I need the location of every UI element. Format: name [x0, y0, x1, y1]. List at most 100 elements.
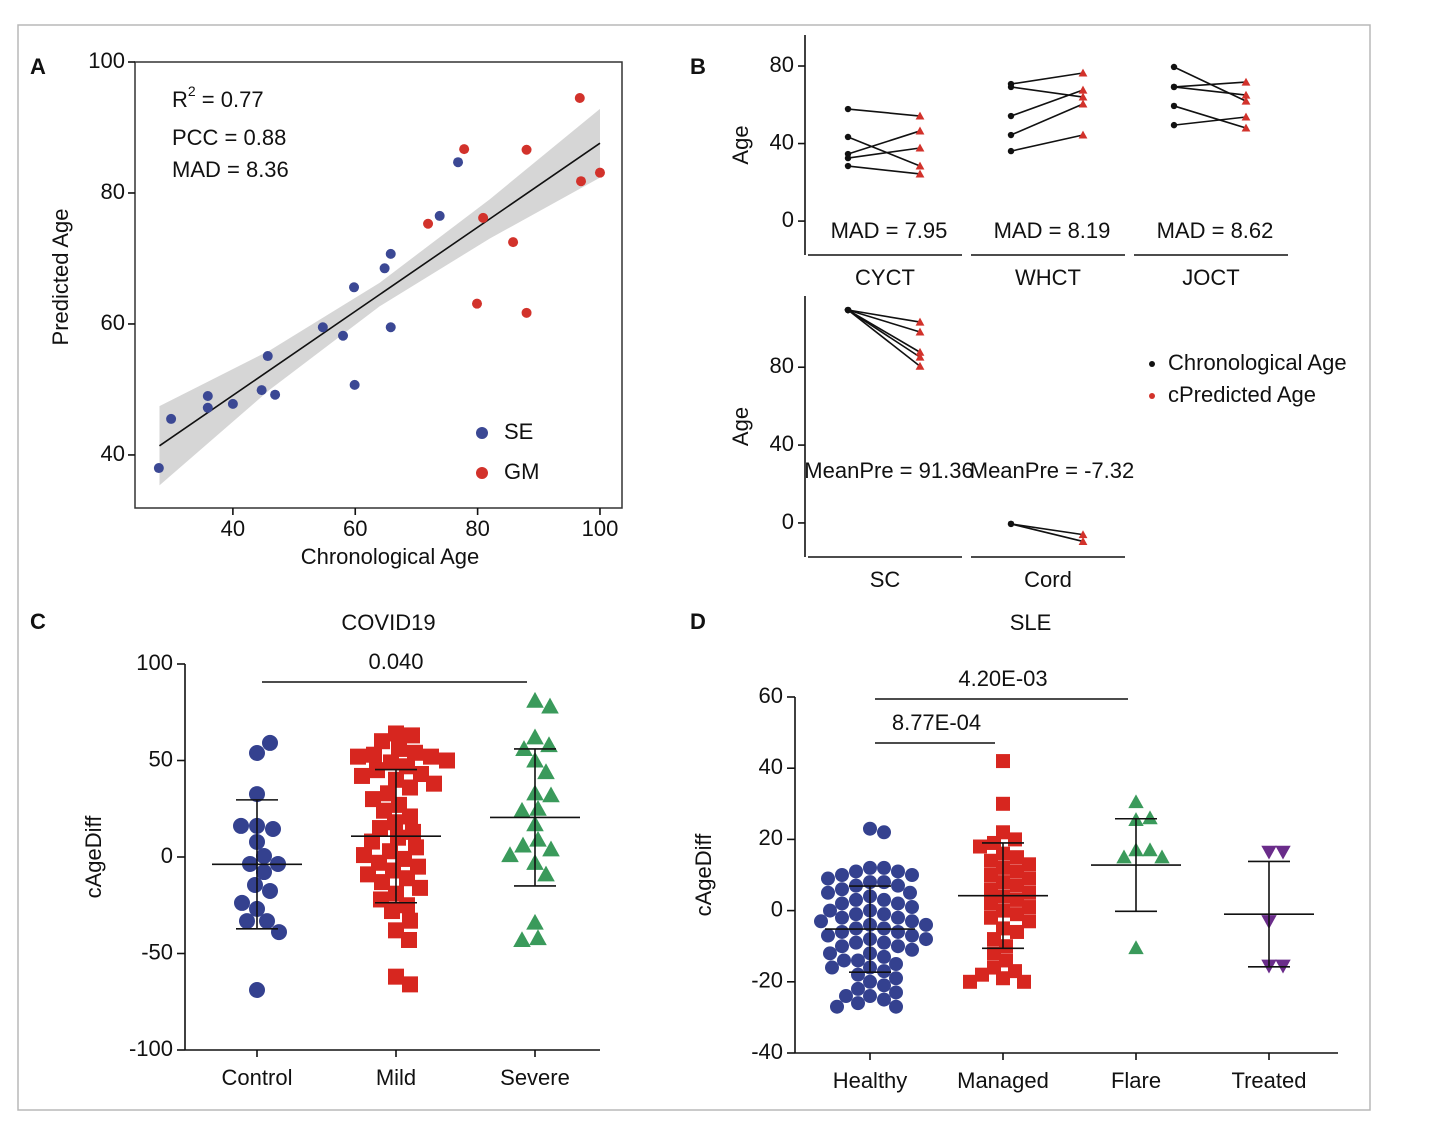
data-point	[877, 935, 891, 950]
data-point	[905, 914, 919, 929]
data-point	[987, 946, 1001, 961]
legend-marker	[1149, 393, 1155, 399]
y-tick-label: 80	[770, 52, 794, 77]
data-point	[374, 733, 390, 750]
data-point	[889, 985, 903, 1000]
facet-annotation: MeanPre = -7.32	[970, 458, 1134, 483]
data-point	[387, 814, 403, 831]
comparison-label: 0.040	[368, 649, 423, 674]
data-point	[851, 953, 865, 968]
data-point	[256, 864, 272, 881]
y-tick-label: 0	[161, 843, 173, 868]
data-point	[1022, 914, 1036, 929]
facet-annotation: MeanPre = 91.36	[804, 458, 973, 483]
data-point	[259, 913, 275, 930]
data-point	[814, 914, 828, 929]
data-point	[529, 799, 547, 816]
legend-label: SE	[504, 419, 533, 444]
data-point	[835, 910, 849, 925]
data-point	[821, 928, 835, 943]
data-point	[256, 848, 272, 865]
data-point	[851, 996, 865, 1011]
y-tick-label: 40	[770, 431, 794, 456]
pair-line	[1010, 103, 1084, 136]
data-point	[984, 910, 998, 925]
data-point	[821, 885, 835, 900]
y-tick-label: -50	[141, 939, 173, 964]
point	[594, 167, 605, 178]
data-point	[366, 746, 382, 763]
pair-line	[847, 147, 921, 159]
data-point	[1010, 864, 1024, 879]
data-point	[825, 960, 839, 975]
data-point	[1008, 832, 1022, 847]
data-point	[837, 953, 851, 968]
data-point	[1128, 794, 1144, 809]
data-point	[996, 796, 1010, 811]
data-point	[1154, 849, 1170, 864]
data-point	[388, 725, 404, 742]
pair-line	[1010, 134, 1084, 152]
predicted-point	[915, 161, 925, 170]
data-point	[891, 864, 905, 879]
y-axis-label: Predicted Age	[48, 209, 73, 346]
data-point	[233, 817, 249, 834]
point	[256, 385, 267, 396]
pair-line	[847, 165, 921, 175]
data-point	[889, 999, 903, 1014]
data-point	[891, 939, 905, 954]
x-tick-label: 100	[582, 516, 619, 541]
facet-annotation: MAD = 8.19	[994, 218, 1111, 243]
data-point	[1010, 924, 1024, 939]
point	[521, 307, 532, 318]
y-tick-label: 40	[101, 441, 125, 466]
annotation-part: R	[172, 87, 188, 112]
point	[270, 389, 281, 400]
point	[385, 248, 396, 259]
point	[478, 212, 489, 223]
legend-marker	[476, 467, 488, 479]
data-point	[877, 949, 891, 964]
data-point	[247, 876, 263, 893]
annotation: PCC = 0.88	[172, 125, 286, 150]
y-tick-label: -20	[751, 968, 783, 993]
x-axis-label: Chronological Age	[301, 544, 480, 569]
fit-line	[159, 142, 601, 447]
point	[202, 391, 213, 402]
data-point	[239, 913, 255, 930]
pair-line	[847, 309, 921, 358]
data-point	[1142, 842, 1158, 857]
x-tick-label: Managed	[957, 1068, 1049, 1093]
data-point	[905, 900, 919, 915]
data-point	[999, 939, 1013, 954]
pair-line	[1010, 89, 1084, 117]
data-point	[1022, 871, 1036, 886]
data-point	[526, 913, 544, 930]
y-tick-label: 40	[759, 754, 783, 779]
data-point	[1142, 810, 1158, 825]
data-point	[402, 808, 418, 825]
data-point	[863, 821, 877, 836]
facet-label: WHCT	[1015, 265, 1081, 290]
data-point	[513, 801, 531, 818]
annotation: R2 = 0.77	[172, 83, 264, 112]
data-point	[262, 734, 278, 751]
x-tick-label: Mild	[376, 1065, 416, 1090]
data-point	[999, 953, 1013, 968]
confidence-band	[159, 108, 600, 486]
data-point	[877, 992, 891, 1007]
data-point	[423, 748, 439, 765]
data-point	[835, 882, 849, 897]
data-point	[513, 931, 531, 948]
data-point	[372, 820, 388, 837]
chronological-point	[844, 154, 852, 162]
data-point	[537, 865, 555, 882]
predicted-point	[1078, 530, 1088, 539]
predicted-point	[1241, 77, 1251, 86]
chronological-point	[844, 105, 852, 113]
legend-label: Chronological Age	[1168, 350, 1347, 375]
data-point	[849, 935, 863, 950]
data-point	[987, 960, 1001, 975]
data-point	[877, 964, 891, 979]
